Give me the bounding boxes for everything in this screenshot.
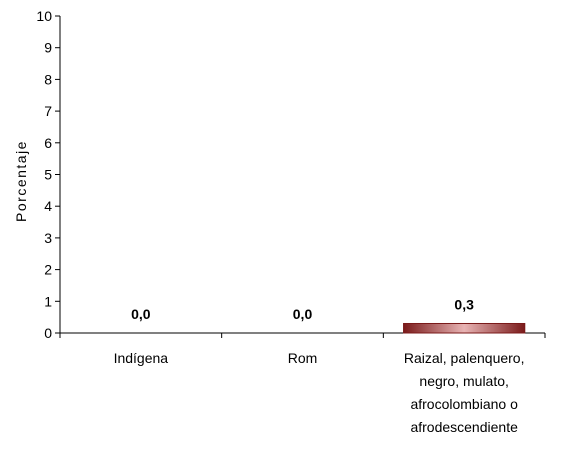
y-tick-label: 3 [44, 230, 52, 246]
y-tick-label: 9 [44, 40, 52, 56]
y-tick-label: 1 [44, 293, 52, 309]
bar [403, 322, 526, 334]
category-label: Indígena [114, 350, 169, 366]
x-axis [59, 332, 546, 338]
y-tick-label: 6 [44, 135, 52, 151]
y-tick-label: 7 [44, 103, 52, 119]
category-label: Raizal, palenquero, negro, mulato, afrocol… [404, 350, 525, 435]
y-tick-label: 4 [44, 198, 52, 214]
y-tick-label: 8 [44, 71, 52, 87]
data-label: 0,3 [454, 296, 474, 312]
y-tick-label: 5 [44, 167, 52, 183]
data-labels: 0,0 0,0 0,3 [131, 296, 474, 322]
data-label: 0,0 [293, 306, 313, 322]
y-axis-title: Porcentaje [13, 140, 29, 222]
bars [403, 322, 526, 334]
y-tick-label: 0 [44, 325, 52, 341]
y-tick-label: 10 [36, 8, 52, 24]
y-tick-label: 2 [44, 262, 52, 278]
category-label: Rom [288, 350, 318, 366]
category-labels: Indígena Rom Raizal, palenquero, negro, mul… [114, 350, 525, 435]
data-label: 0,0 [131, 306, 151, 322]
y-axis: 0 1 2 3 4 5 6 7 8 9 10 [36, 8, 61, 341]
